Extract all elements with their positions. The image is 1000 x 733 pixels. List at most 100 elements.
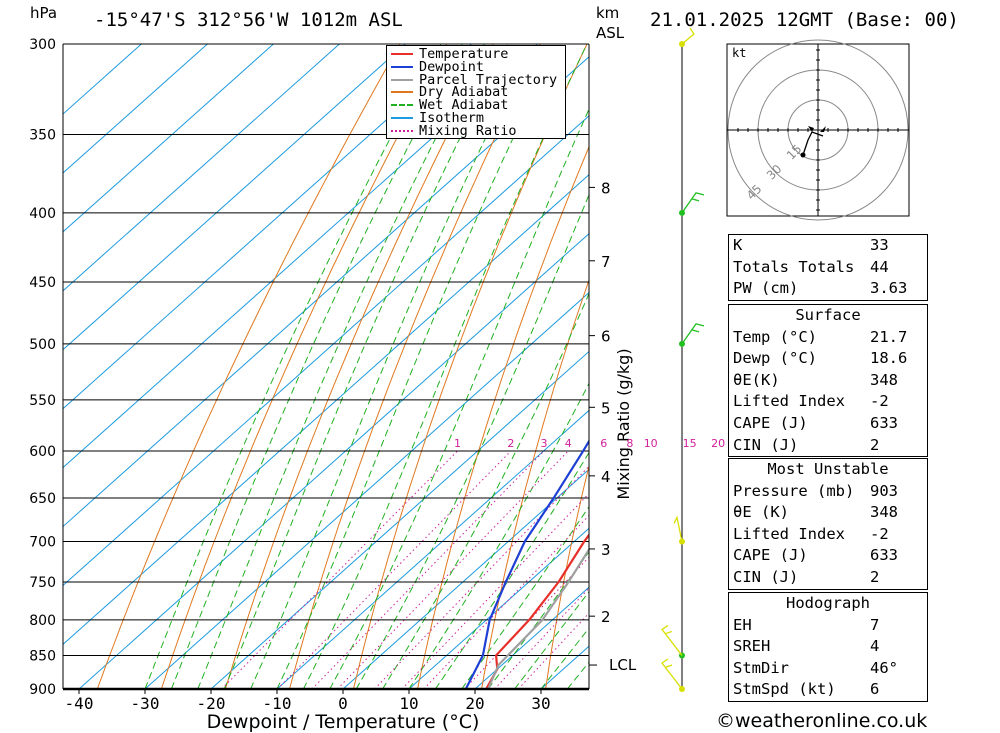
indices-block: K 33 Totals Totals 44 PW (cm) 3.63 (728, 234, 928, 301)
dry-adiabat-line (928, 24, 1000, 689)
dry-adiabat-line (545, 463, 589, 689)
mixing-ratio-label: 3 (540, 437, 547, 450)
legend-swatch (391, 65, 413, 68)
hodograph-unit-label: kt (732, 46, 747, 60)
pressure-tick-label: 750 (29, 575, 56, 591)
copyright-link[interactable]: ©weatheronline.co.uk (716, 710, 928, 732)
isotherm-line (63, 56, 589, 528)
hodograph-stat-label: SREH (733, 637, 771, 656)
surface-block: Surface Temp (°C) 21.7 Dewp (°C) 18.6 θE(K) 3… (728, 304, 928, 458)
legend-label: Parcel Trajectory (419, 71, 558, 88)
surface-value: -2 (870, 392, 889, 411)
index-row: PW (cm) 3.63 (729, 278, 914, 300)
most-unstable-value: 2 (870, 567, 880, 586)
x-tick-label: 0 (338, 694, 348, 713)
km-tick-label: 8 (601, 179, 611, 197)
dry-adiabat-line (160, 44, 448, 689)
isotherm-line (63, 44, 340, 292)
isotherm-line (63, 44, 406, 351)
dry-adiabat-line (417, 145, 589, 689)
pressure-tick-label: 700 (29, 534, 56, 550)
legend-item: Wet Adiabat (391, 97, 509, 114)
legend-item: Dewpoint (391, 58, 485, 75)
km-tick-label: 2 (601, 608, 611, 626)
wet-adiabat-line (302, 44, 588, 689)
lcl-label: LCL (609, 656, 637, 674)
isotherm-line (63, 115, 589, 587)
index-label: PW (cm) (733, 279, 799, 298)
surface-label: Temp (°C) (733, 327, 817, 346)
most-unstable-value: 633 (870, 546, 898, 565)
wet-adiabat-line (355, 193, 589, 689)
pressure-tick-label: 500 (29, 337, 56, 353)
surface-row: Dewp (°C) 18.6 (729, 348, 914, 370)
most-unstable-table: Pressure (mb) 903 θE (K) 348 Lifted Index -2 C… (729, 481, 914, 589)
most-unstable-title: Most Unstable (767, 460, 889, 478)
surface-title: Surface (795, 306, 861, 324)
surface-value: 2 (870, 435, 880, 454)
most-unstable-row: CIN (J) 2 (729, 567, 914, 589)
mixing-ratio-label: 4 (565, 437, 572, 450)
legend-swatch (391, 104, 413, 107)
index-value: 33 (870, 236, 889, 254)
dry-adiabat-line (989, 24, 1000, 689)
index-row: Totals Totals 44 (729, 257, 914, 279)
km-tick-label: 7 (601, 253, 611, 271)
wind-barb (681, 192, 705, 214)
km-tick-label: 4 (601, 468, 611, 486)
surface-label: CAPE (J) (733, 413, 808, 432)
legend-label: Wet Adiabat (419, 97, 509, 114)
parcel-trajectory-line (487, 547, 589, 689)
wet-adiabat-line (514, 590, 589, 689)
most-unstable-row: CAPE (J) 633 (729, 545, 914, 567)
legend-swatch (391, 117, 413, 119)
surface-label: θE(K) (733, 370, 780, 389)
surface-table: Temp (°C) 21.7 Dewp (°C) 18.6 θE(K) 348 Lifted… (729, 327, 914, 457)
surface-label: CIN (J) (733, 435, 799, 454)
surface-value: 633 (870, 413, 898, 432)
legend-item: Temperature (391, 47, 508, 61)
wind-barb (661, 658, 683, 690)
mixing-ratio-line (401, 492, 589, 689)
legend-swatch (391, 129, 413, 132)
most-unstable-label: θE (K) (733, 503, 789, 522)
hpa-label: hPa (30, 4, 58, 22)
x-tick-label: -20 (197, 694, 226, 713)
hodograph-stat-label: EH (733, 615, 752, 634)
x-tick-label: -30 (131, 694, 160, 713)
wet-adiabat-line (170, 44, 463, 689)
isotherm-line (63, 44, 274, 233)
wet-adiabat-line (197, 44, 485, 689)
most-unstable-row: Pressure (mb) 903 (729, 481, 914, 503)
legend-label: Dewpoint (419, 58, 485, 75)
mixing-ratio-label: 15 (683, 437, 697, 450)
hodograph-stats-block: Hodograph EH 7 SREH 4 StmDir 46° StmSpd (kt) 6 (728, 592, 928, 702)
mixing-ratio-line (494, 587, 589, 689)
surface-value: 348 (870, 370, 898, 389)
pressure-tick-label: 900 (29, 682, 56, 698)
legend-swatch (391, 53, 413, 55)
pressure-tick-label: 600 (29, 444, 56, 460)
dry-adiabat-line (481, 278, 589, 689)
most-unstable-value: -2 (870, 524, 889, 543)
wind-barb (673, 515, 683, 542)
index-value: 44 (870, 257, 889, 276)
hodograph-trace (802, 131, 824, 156)
km-tick-label: 5 (601, 399, 611, 417)
hodograph-stat-row: SREH 4 (729, 636, 914, 658)
pressure-tick-label: 800 (29, 613, 56, 629)
pressure-tick-label: 350 (29, 128, 56, 144)
hodograph-stat-row: EH 7 (729, 615, 914, 637)
km-tick-label: 6 (601, 328, 611, 346)
isotherm-line (63, 44, 208, 174)
index-label: Totals Totals (733, 257, 855, 276)
wet-adiabat-line (144, 44, 442, 689)
mixing-ratio-label: 1 (454, 437, 461, 450)
x-tick-label: 30 (531, 694, 550, 713)
x-tick-label: 10 (399, 694, 418, 713)
most-unstable-value: 903 (870, 481, 898, 500)
hodograph-stat-value: 46° (870, 658, 898, 677)
wind-barb (661, 624, 683, 656)
wind-barb (681, 323, 705, 345)
legend-label: Dry Adiabat (419, 84, 509, 101)
